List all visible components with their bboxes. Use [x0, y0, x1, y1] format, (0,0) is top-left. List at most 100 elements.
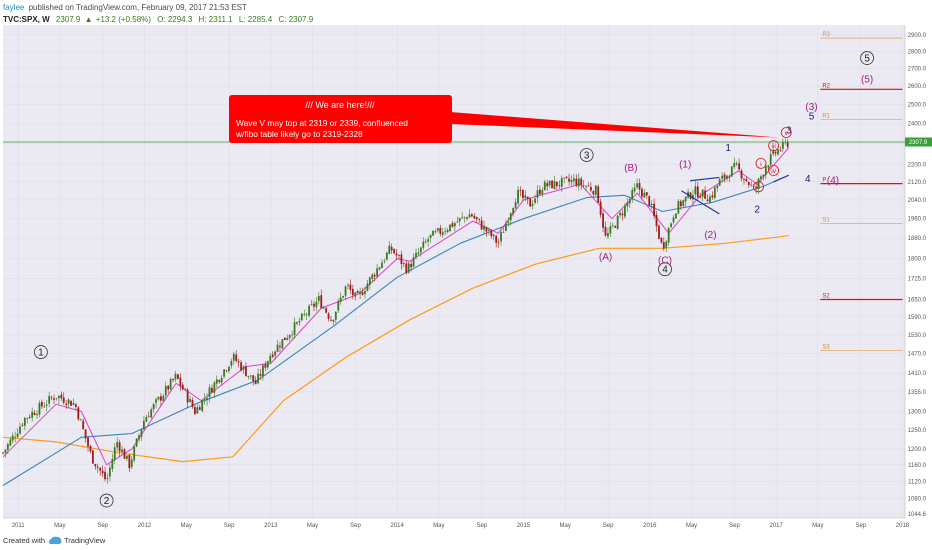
time-tick-label: Sep [603, 523, 614, 529]
candle-body [242, 366, 245, 370]
candle-body [738, 163, 741, 170]
candle-body [521, 190, 524, 198]
candle-body [502, 232, 505, 233]
grid-lines [3, 25, 905, 518]
price-tick-label: 2120.0 [908, 180, 927, 186]
candle-body [704, 190, 707, 199]
candle-body [767, 165, 770, 168]
footer-brand: TradingView [64, 536, 106, 545]
time-tick-label: May [181, 523, 192, 529]
candle-body [415, 252, 417, 258]
time-tick-label: May [433, 523, 444, 529]
candle-body [480, 220, 483, 230]
wave-label: 1 [725, 143, 731, 154]
price-change: +13.2 (+0.58%) [96, 15, 151, 24]
candle-body [434, 231, 437, 233]
callout-title: /// We are here!/// [305, 100, 375, 110]
price-tick-label: 1530.0 [908, 333, 927, 339]
candle-body [772, 150, 775, 155]
candle-body [565, 176, 568, 178]
wave-ring [753, 181, 764, 193]
wave-circle [99, 493, 114, 508]
candle-body [560, 178, 563, 187]
candle-body [266, 361, 269, 368]
candle-body [67, 399, 70, 404]
price-tick-label: 1300.0 [908, 409, 927, 415]
candle-body [138, 435, 140, 440]
candle-body [684, 196, 687, 202]
candle-body [628, 199, 631, 204]
candle-body [104, 471, 106, 480]
price-tick-label: 1880.0 [908, 236, 927, 242]
candle-body [14, 436, 17, 438]
candle-body [650, 203, 653, 206]
wave-label: i [760, 161, 761, 168]
wave-ring [780, 127, 792, 138]
candle-body [376, 268, 379, 277]
candle-body [160, 396, 162, 401]
price-tick-label: 1410.0 [908, 371, 927, 377]
candle-body [310, 304, 313, 306]
candle-body [500, 232, 502, 242]
price-axis-ticks: 1044.6 1080.0 1120.0 1160.0 1200.0 1250.0 1300… [908, 33, 927, 518]
candle-body [385, 252, 388, 260]
candle-body [215, 379, 218, 384]
trend-annotation-line [690, 176, 720, 182]
candle-body [70, 400, 72, 406]
candle-body [597, 186, 600, 203]
candle-body [164, 385, 167, 396]
candle-body [611, 225, 614, 226]
candle-body [592, 191, 595, 195]
candle-body [334, 311, 337, 320]
candle-body [169, 379, 172, 390]
candle-body [487, 229, 490, 231]
candle-body [150, 409, 153, 418]
candlesticks [2, 138, 789, 484]
candle-body [417, 252, 420, 254]
candle-body [259, 374, 262, 376]
candle-body [439, 227, 442, 234]
candle-body [43, 406, 46, 408]
candle-body [26, 418, 29, 419]
candle-body [587, 185, 590, 187]
candle-body [436, 228, 439, 231]
candle-body [308, 305, 311, 316]
price-tick-label: 1120.0 [908, 479, 927, 485]
candle-body [514, 202, 517, 209]
candle-body [665, 241, 668, 248]
candle-body [208, 387, 211, 398]
price-axis[interactable] [905, 25, 932, 518]
footer-created: Created with [3, 536, 45, 545]
candle-body [281, 339, 284, 349]
candle-body [108, 467, 111, 477]
time-axis-ticks: 2011 May Sep 2012 May Sep 2013 May Sep 2014 May Sep… [12, 523, 910, 529]
price-tick-label: 1044.6 [908, 512, 927, 518]
candle-body [453, 223, 456, 227]
candle-body [2, 452, 4, 454]
last-price: 2307.9 [56, 15, 81, 24]
candle-body [395, 253, 398, 256]
candle-body [45, 404, 48, 406]
candle-body [580, 178, 583, 185]
candle-body [322, 307, 325, 309]
candle-body [616, 215, 619, 229]
candle-body [320, 295, 323, 309]
candle-body [427, 239, 430, 242]
candle-body [777, 149, 779, 155]
wave-circle [33, 345, 48, 359]
candle-body [371, 274, 374, 279]
time-axis[interactable] [3, 518, 932, 532]
candle-body [356, 291, 359, 294]
candle-body [641, 188, 643, 197]
candle-body [422, 241, 425, 248]
candle-body [429, 234, 432, 238]
price-tick-label: 2900.0 [908, 33, 927, 39]
price-tick-label: 2600.0 [908, 84, 927, 90]
candle-body [368, 277, 371, 285]
candle-body [36, 414, 38, 416]
candle-body [405, 263, 408, 273]
price-tick-label: 1960.0 [908, 217, 927, 223]
candle-body [155, 399, 157, 403]
candle-body [529, 198, 532, 207]
candle-body [461, 216, 464, 218]
